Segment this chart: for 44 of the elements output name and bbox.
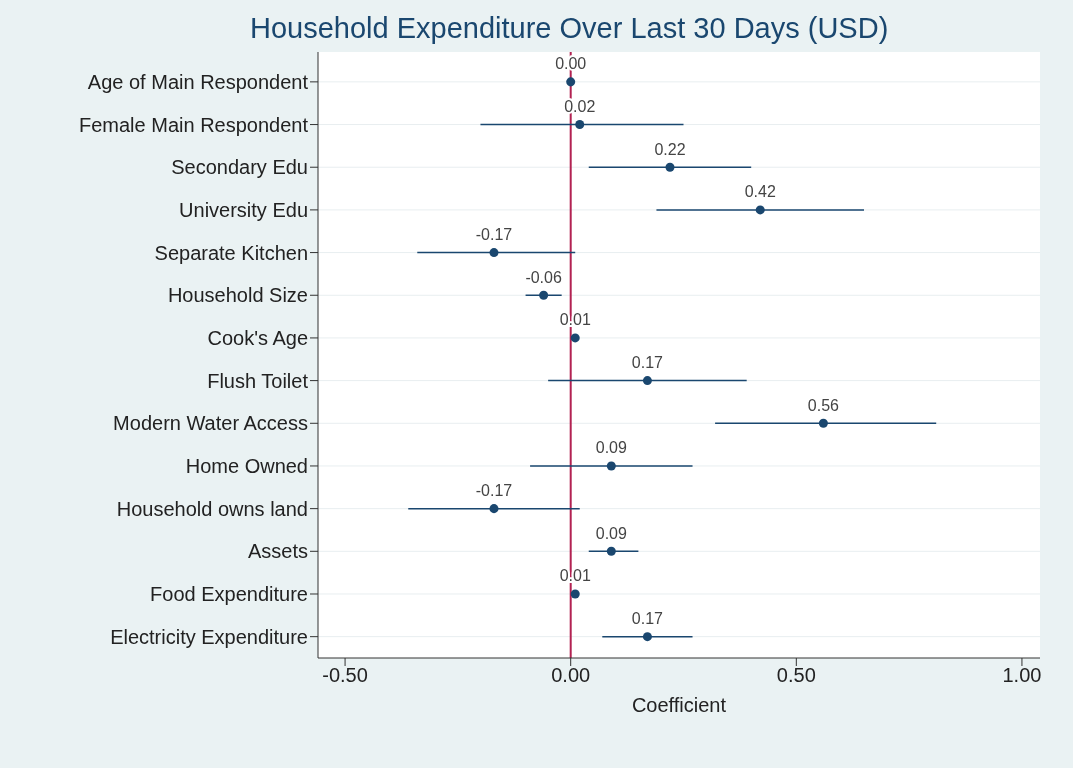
y-tick-label: Cook's Age	[207, 327, 308, 350]
y-tick-label: Separate Kitchen	[154, 241, 308, 264]
x-tick-label: -0.50	[322, 664, 368, 687]
point	[489, 248, 499, 258]
y-tick-label: Female Main Respondent	[78, 113, 309, 136]
y-tick-label: Electricity Expenditure	[110, 625, 308, 648]
data-label: -0.17	[475, 226, 513, 244]
data-label: -0.06	[525, 268, 562, 286]
x-tick-label: 1.00	[1002, 664, 1042, 687]
y-tick-label: Flush Toilet	[207, 369, 309, 392]
data-label: 0.17	[631, 354, 664, 372]
point	[606, 461, 616, 471]
data-label: 0.17	[631, 610, 664, 628]
data-label: -0.17	[475, 482, 513, 500]
y-tick-label: Assets	[247, 540, 308, 563]
point	[570, 333, 580, 343]
data-label: 0.09	[595, 524, 627, 542]
point	[575, 120, 585, 130]
y-tick-label: Age of Main Respondent	[87, 70, 309, 93]
y-tick-label: Household owns land	[116, 497, 308, 520]
point	[642, 376, 652, 386]
point	[755, 205, 765, 215]
x-axis-title: Coefficient	[631, 694, 727, 717]
x-tick-label: 0.00	[551, 664, 591, 687]
y-tick-label: Home Owned	[185, 455, 308, 478]
y-tick-label: Secondary Edu	[171, 156, 308, 179]
data-label: 0.22	[654, 140, 686, 158]
point	[539, 290, 549, 300]
point	[489, 504, 499, 514]
y-tick-label: Modern Water Access	[113, 412, 308, 435]
point	[570, 589, 580, 599]
point	[665, 162, 675, 172]
data-label: 0.09	[595, 439, 627, 457]
x-tick-label: 0.50	[776, 664, 816, 687]
point	[642, 632, 652, 642]
point	[606, 546, 616, 556]
data-label: 0.56	[807, 396, 840, 414]
point	[566, 77, 576, 87]
y-tick-label: University Edu	[179, 199, 308, 221]
point	[818, 418, 828, 428]
data-label: 0.42	[744, 183, 776, 201]
y-tick-label: Food Expenditure	[150, 583, 308, 606]
y-tick-label: Household Size	[167, 284, 308, 307]
chart-title: Household Expenditure Over Last 30 Days (USD)	[250, 12, 890, 45]
